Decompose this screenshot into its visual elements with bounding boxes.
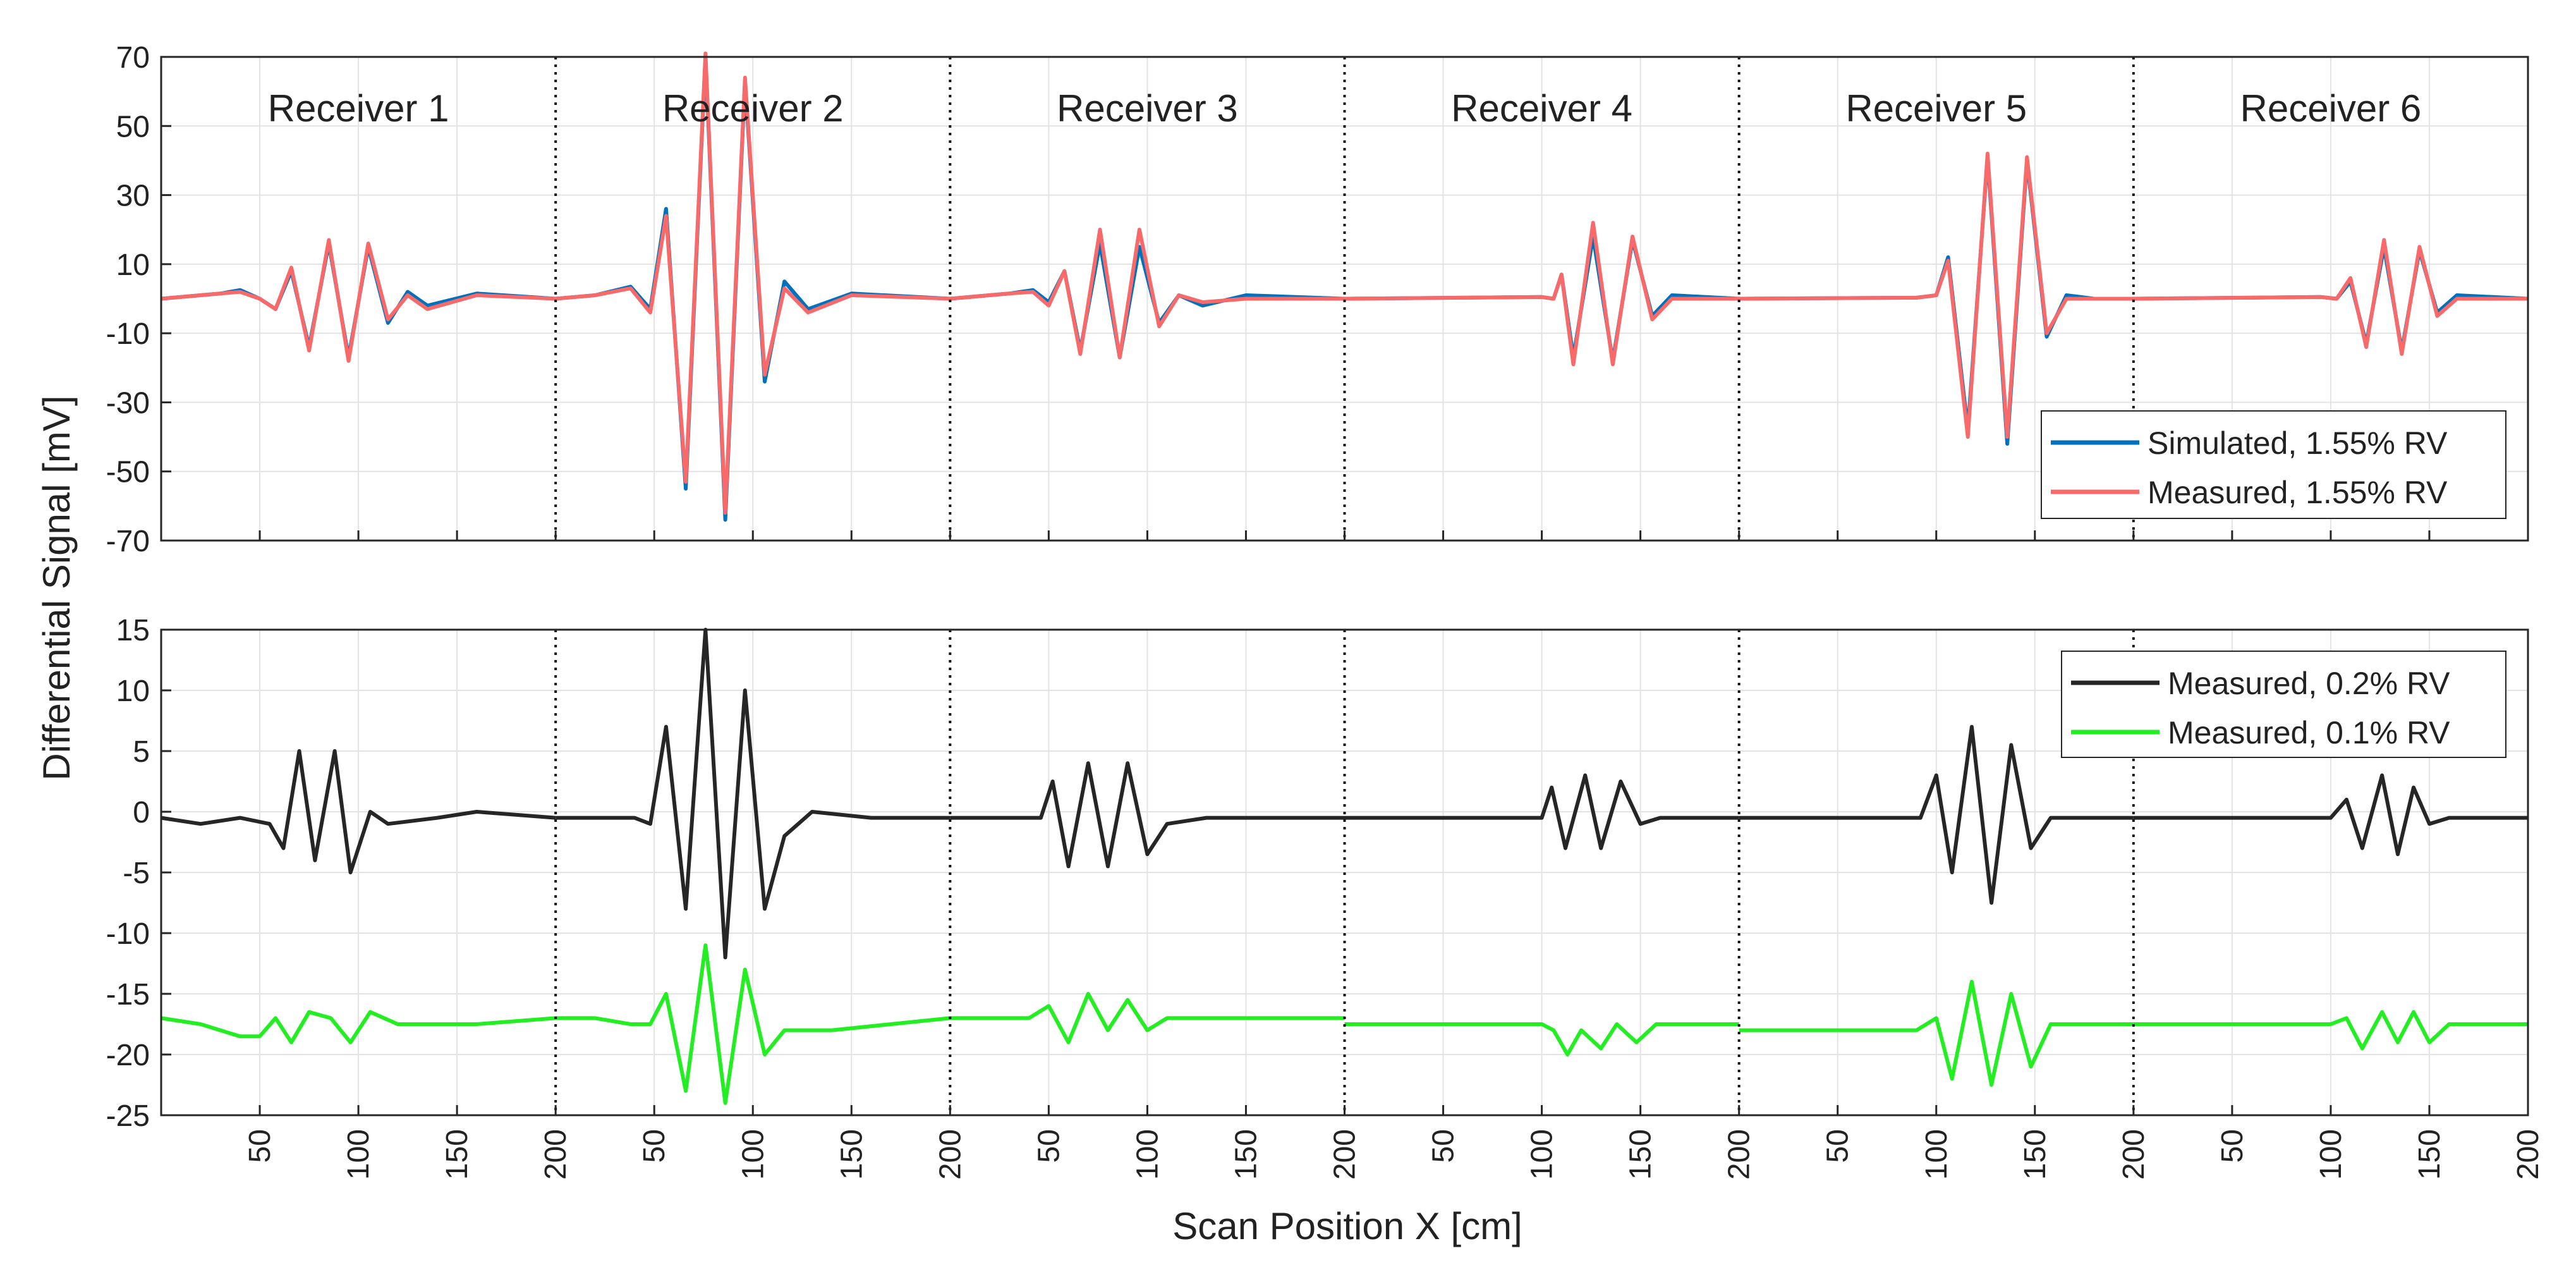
x-tick-label: 200 (2117, 1129, 2151, 1180)
y-tick-label: 10 (116, 675, 150, 708)
bottom-panel: -25 -20 -15 -10 -5 0 5 10 15 50 100 150 200 50 100 150… (106, 614, 2545, 1180)
x-tick-label: 50 (2216, 1129, 2249, 1163)
series-line-top-1-seg3 (950, 228, 1345, 360)
series-line-top-1-seg2 (555, 51, 951, 515)
series-line-bot-0-seg5 (1739, 725, 2134, 905)
receiver-label: Receiver 1 (268, 87, 449, 130)
series-line-bot-0-seg6 (2133, 773, 2528, 857)
x-tick-label: 100 (2314, 1129, 2348, 1180)
y-tick-label: 70 (116, 41, 150, 75)
y-tick-label: -10 (106, 917, 150, 951)
y-tick-label: -25 (106, 1099, 150, 1133)
series-line-bot-1-seg5 (1739, 979, 2134, 1087)
series-line-top-1-seg5 (1739, 152, 2134, 439)
series-line-bot-1-seg4 (1344, 1022, 1739, 1056)
bottom-legend-box (2061, 651, 2506, 758)
bottom-legend: Measured, 0.2% RV Measured, 0.1% RV (2061, 651, 2506, 758)
y-tick-label: 5 (133, 735, 150, 769)
y-tick-label: -20 (106, 1039, 150, 1072)
y-tick-label: -30 (106, 386, 150, 420)
x-tick-label: 150 (1624, 1129, 1658, 1180)
bottom-dividers (554, 630, 2135, 1115)
y-tick-label: -50 (106, 456, 150, 489)
receiver-label: Receiver 6 (2240, 87, 2422, 130)
x-tick-label: 50 (638, 1129, 671, 1163)
legend-label-measured-01: Measured, 0.1% RV (2168, 715, 2450, 750)
series-line-bot-0-seg1 (161, 749, 556, 874)
top-x-tick-marks (258, 530, 2529, 541)
x-tick-label: 100 (1526, 1129, 1559, 1180)
y-axis-label: Differential Signal [mV] (35, 395, 78, 780)
series-line-bot-1-seg2 (556, 943, 951, 1105)
receiver-label: Receiver 3 (1057, 87, 1238, 130)
y-tick-label: -15 (106, 978, 150, 1012)
x-tick-label: 100 (342, 1129, 375, 1180)
receiver-labels: Receiver 1 Receiver 2 Receiver 3 Receiver 4… (268, 87, 2422, 130)
y-tick-label: -70 (106, 525, 150, 558)
top-legend-box (2041, 410, 2506, 519)
series-line-bot-1-seg1 (161, 1010, 556, 1044)
y-tick-label: 10 (116, 248, 150, 282)
x-tick-label: 150 (1229, 1129, 1263, 1180)
x-tick-label: 150 (2019, 1129, 2052, 1180)
x-tick-label: 200 (933, 1129, 967, 1180)
y-tick-label: 0 (133, 796, 150, 829)
x-tick-label: 200 (1723, 1129, 1756, 1180)
series-line-bot-0-seg2 (556, 628, 951, 960)
x-tick-label: 100 (736, 1129, 770, 1180)
series-line-bot-0-seg4 (1344, 773, 1739, 850)
y-tick-label: -10 (106, 317, 150, 351)
y-tick-label: 50 (116, 110, 150, 144)
legend-label-measured-155: Measured, 1.55% RV (2148, 475, 2448, 510)
x-tick-label: 50 (1427, 1129, 1461, 1163)
top-series (161, 51, 2529, 522)
x-tick-label: 200 (1328, 1129, 1362, 1180)
bottom-y-ticks: -25 -20 -15 -10 -5 0 5 10 15 (106, 614, 171, 1133)
top-legend: Simulated, 1.55% RV Measured, 1.55% RV (2041, 410, 2506, 519)
x-tick-label: 200 (2512, 1129, 2545, 1180)
x-tick-label: 50 (1032, 1129, 1066, 1163)
x-tick-label: 100 (1131, 1129, 1164, 1180)
receiver-label: Receiver 2 (662, 87, 844, 130)
legend-label-simulated: Simulated, 1.55% RV (2148, 425, 2448, 461)
series-line-top-1-seg4 (1344, 221, 1739, 367)
legend-label-measured-02: Measured, 0.2% RV (2168, 666, 2450, 701)
series-line-bot-1-seg6 (2133, 1010, 2528, 1051)
y-tick-label: 30 (116, 180, 150, 213)
receiver-label: Receiver 4 (1451, 87, 1632, 130)
top-y-ticks: -70 -50 -30 -10 10 30 50 70 (106, 41, 171, 558)
series-line-top-1-seg6 (2133, 238, 2528, 356)
receiver-label: Receiver 5 (1845, 87, 2027, 130)
y-tick-label: -5 (123, 857, 150, 890)
bottom-x-ticks: 50 100 150 200 50 100 150 200 50 100 150 200 50 100 15… (243, 1105, 2545, 1180)
x-tick-label: 150 (835, 1129, 868, 1180)
x-tick-label: 150 (2413, 1129, 2446, 1180)
x-tick-label: 100 (1920, 1129, 1953, 1180)
bottom-series (161, 628, 2528, 1105)
x-tick-label: 200 (539, 1129, 573, 1180)
series-line-bot-0-seg3 (950, 761, 1345, 869)
x-tick-label: 50 (243, 1129, 277, 1163)
x-axis-label: Scan Position X [cm] (1172, 1205, 1522, 1247)
x-tick-label: 50 (1821, 1129, 1855, 1163)
series-line-top-1-seg1 (161, 238, 556, 363)
x-tick-label: 150 (440, 1129, 474, 1180)
y-tick-label: 15 (116, 614, 150, 647)
series-line-bot-1-seg3 (950, 992, 1345, 1044)
